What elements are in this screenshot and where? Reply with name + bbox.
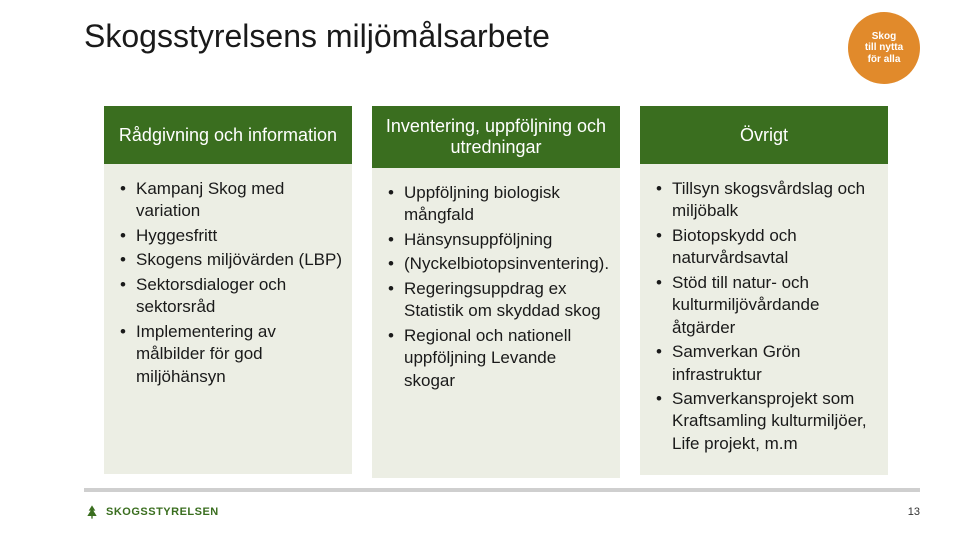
tree-icon [84,504,100,520]
bullet-list: Kampanj Skog med variation Hyggesfritt S… [114,178,342,388]
brand-badge: Skog till nytta för alla [848,12,920,84]
list-item: Regional och nationell uppföljning Levan… [382,325,610,392]
list-item: Tillsyn skogsvårdslag och miljöbalk [650,178,878,223]
column-header: Övrigt [640,106,888,164]
page-title: Skogsstyrelsens miljömålsarbete [84,18,550,55]
column-body: Tillsyn skogsvårdslag och miljöbalk Biot… [640,164,888,475]
list-item: Regeringsuppdrag ex Statistik om skyddad… [382,278,610,323]
list-item: Uppföljning biologisk mångfald [382,182,610,227]
column-1: Rådgivning och information Kampanj Skog … [104,106,352,478]
list-item: Samverkan Grön infrastruktur [650,341,878,386]
list-item: Hyggesfritt [114,225,342,247]
list-item: Hänsynsuppföljning [382,229,610,251]
list-item: Implementering av målbilder för god milj… [114,321,342,388]
list-item: Sektorsdialoger och sektorsråd [114,274,342,319]
columns-container: Rådgivning och information Kampanj Skog … [104,106,888,478]
badge-line: till nytta [865,42,903,54]
column-body: Kampanj Skog med variation Hyggesfritt S… [104,164,352,474]
list-item: Stöd till natur- och kulturmiljövårdande… [650,272,878,339]
column-body: Uppföljning biologisk mångfald Hänsynsup… [372,168,620,478]
footer-divider [84,488,920,492]
column-3: Övrigt Tillsyn skogsvårdslag och miljöba… [640,106,888,478]
column-header: Rådgivning och information [104,106,352,164]
badge-line: Skog [865,31,903,43]
list-item: Skogens miljövärden (LBP) [114,249,342,271]
list-item: Kampanj Skog med variation [114,178,342,223]
column-header: Inventering, uppföljning och utredningar [372,106,620,168]
list-item: Samverkansprojekt som Kraftsamling kultu… [650,388,878,455]
slide: Skogsstyrelsens miljömålsarbete Skog til… [0,0,960,540]
footer-logo: SKOGSSTYRELSEN [84,504,219,520]
list-item: Biotopskydd och naturvårdsavtal [650,225,878,270]
column-2: Inventering, uppföljning och utredningar… [372,106,620,478]
badge-line: för alla [865,54,903,66]
footer-org-text: SKOGSSTYRELSEN [106,506,219,518]
badge-text: Skog till nytta för alla [865,31,903,66]
list-item: (Nyckelbiotopsinventering). [382,253,610,275]
page-number: 13 [908,506,920,518]
bullet-list: Uppföljning biologisk mångfald Hänsynsup… [382,182,610,392]
bullet-list: Tillsyn skogsvårdslag och miljöbalk Biot… [650,178,878,455]
